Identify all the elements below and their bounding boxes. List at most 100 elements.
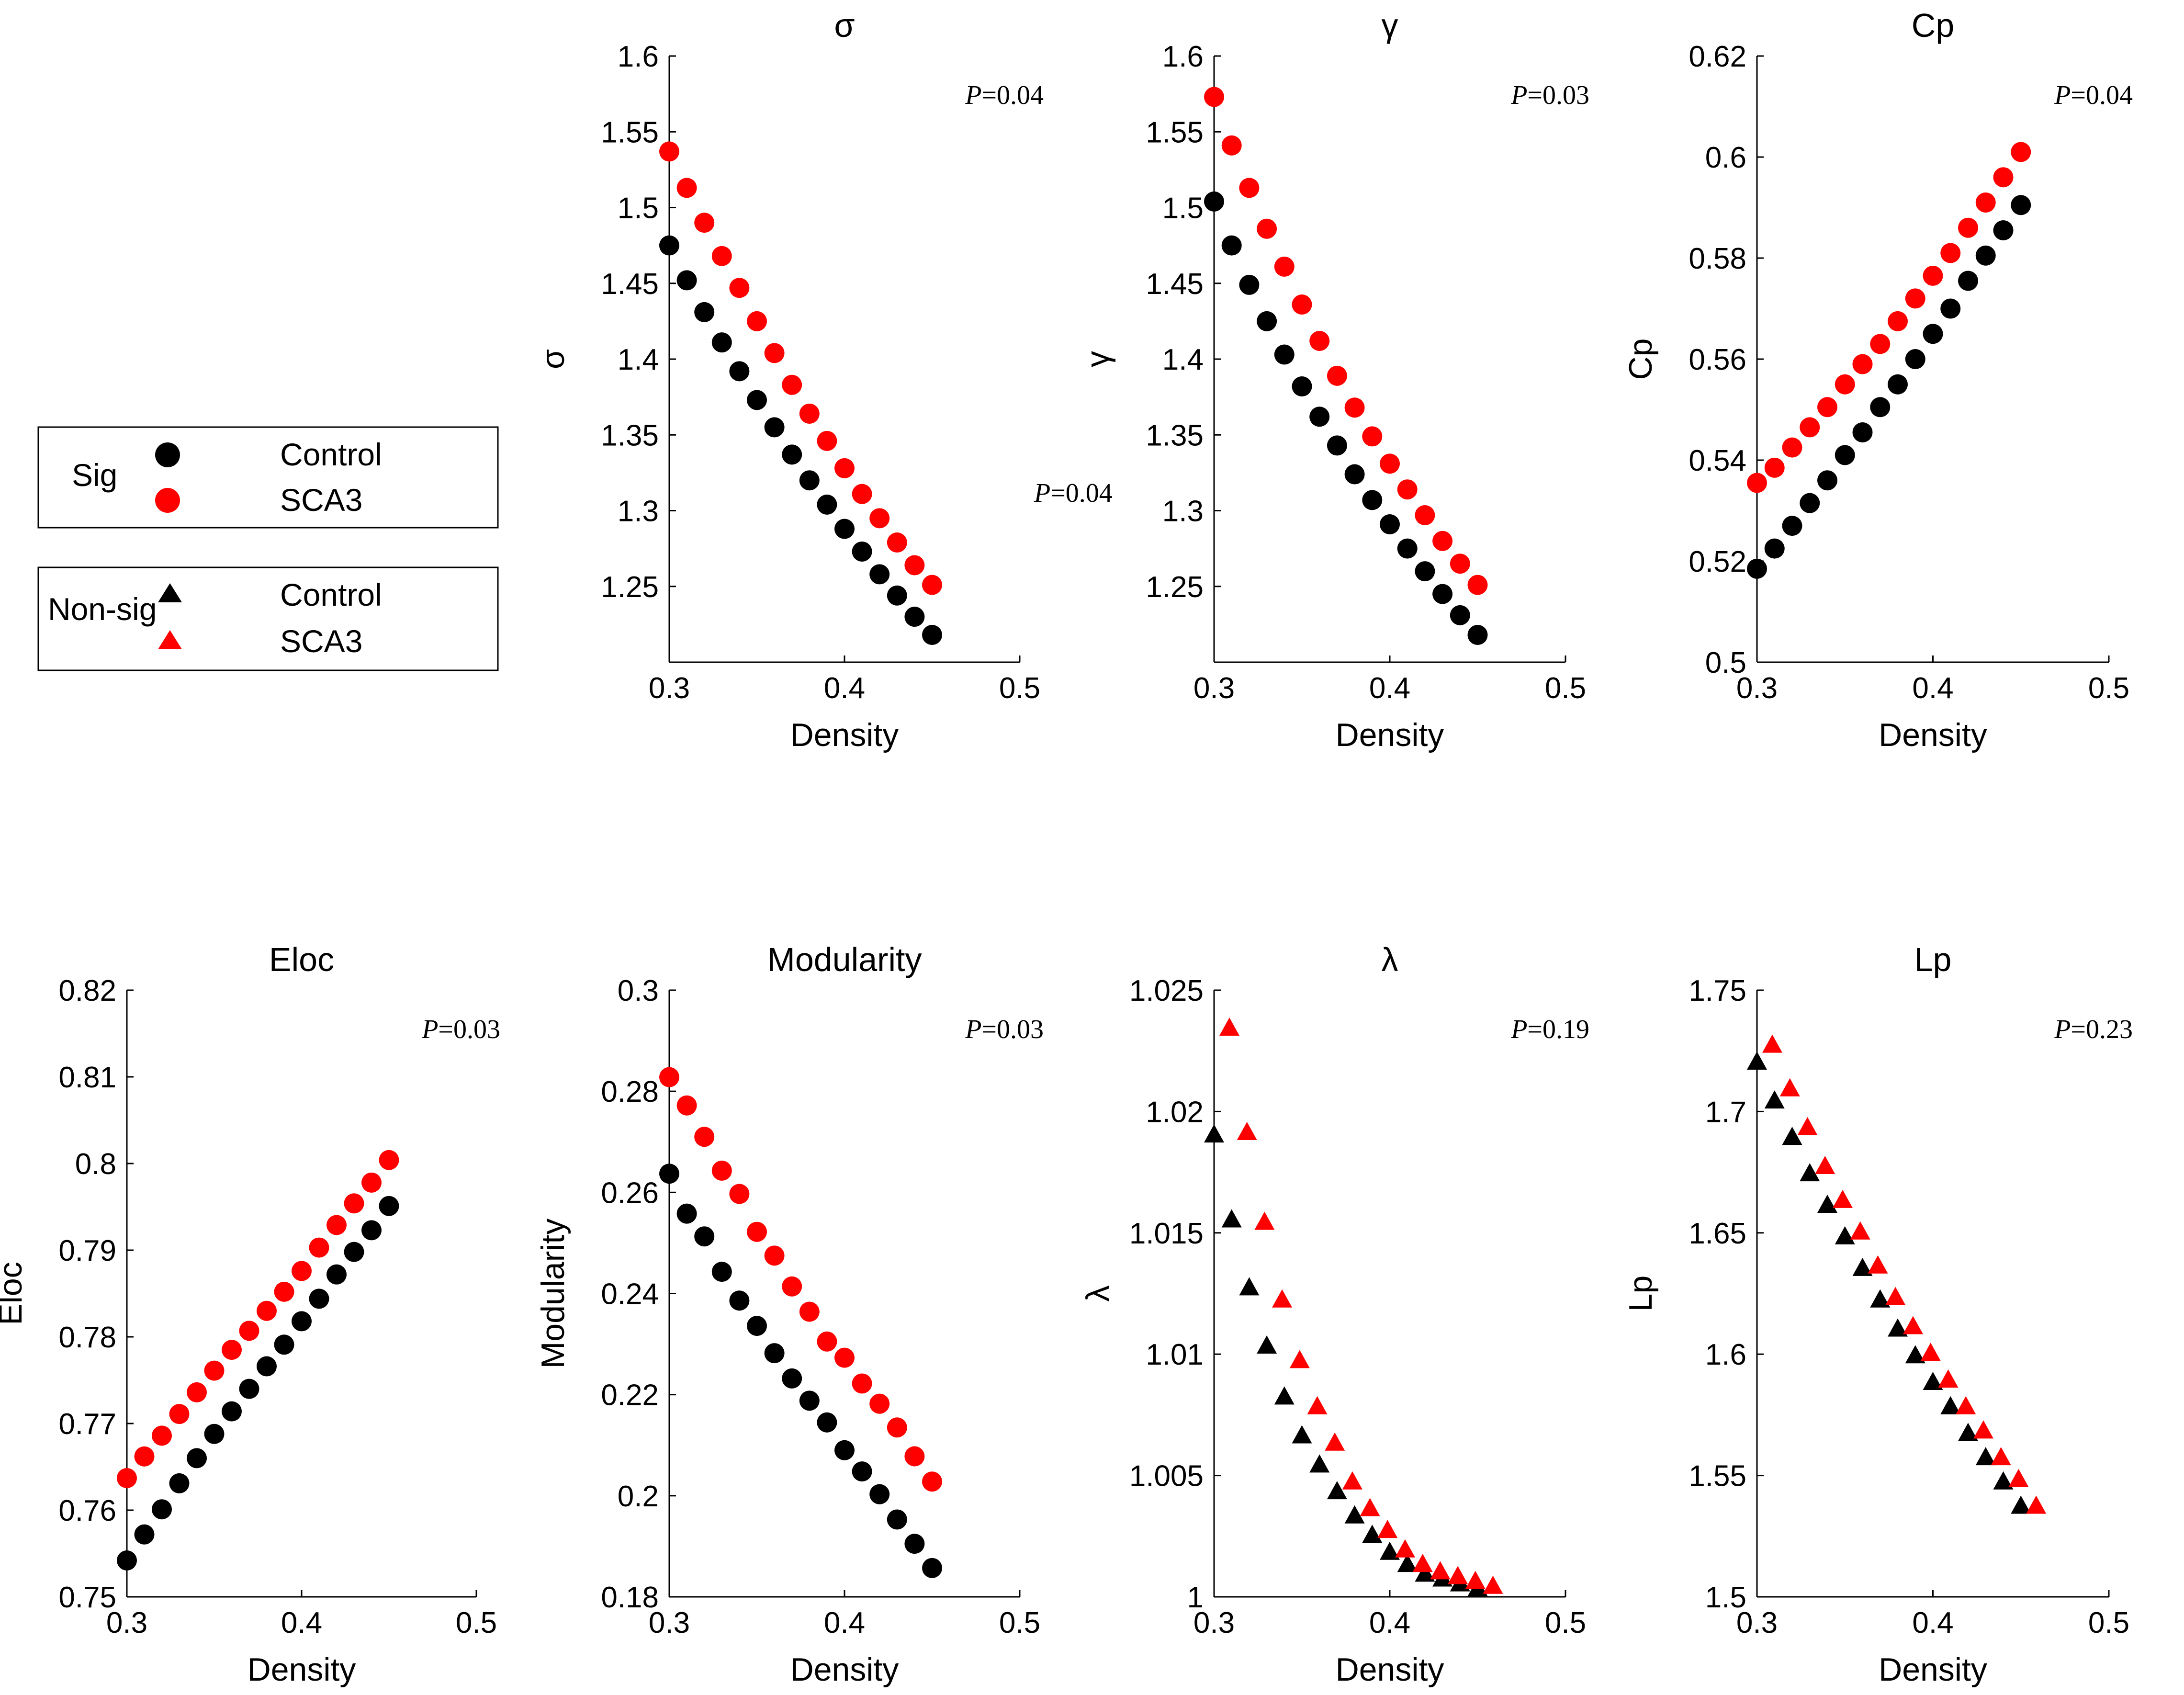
modularity-point — [676, 1203, 697, 1224]
modularity-y-tick-label: 0.3 — [618, 974, 659, 1007]
gamma-point — [1380, 453, 1400, 474]
sigma-point — [922, 625, 942, 645]
sigma-y-tick-label: 1.25 — [601, 571, 659, 604]
eloc-point — [187, 1382, 207, 1402]
sigma-point — [852, 484, 872, 504]
gamma-y-tick-label: 1.45 — [1146, 268, 1204, 301]
sigma-y-tick-label: 1.3 — [618, 495, 659, 528]
sigma-point — [817, 430, 837, 451]
eloc-point — [257, 1356, 277, 1377]
sigma-point — [799, 470, 820, 491]
stray-p-value-prefix: P — [1034, 478, 1050, 508]
sigma-p-value-prefix: P — [965, 80, 981, 110]
modularity-point — [834, 1347, 855, 1368]
lp-x-tick-label: 0.4 — [1912, 1606, 1953, 1639]
eloc-y-label: Eloc — [0, 1262, 29, 1325]
cp-series-sca3 — [1747, 142, 2031, 493]
cp-series-control — [1747, 195, 2031, 579]
lp-point — [1940, 1396, 1961, 1414]
lambda-point — [1221, 1209, 1242, 1228]
lambda-point — [1465, 1571, 1486, 1589]
eloc-point — [152, 1425, 172, 1446]
sigma-point — [711, 332, 732, 353]
lambda-point — [1377, 1520, 1398, 1538]
modularity-title: Modularity — [767, 941, 922, 978]
eloc-p-value-prefix: P — [421, 1015, 438, 1044]
lambda-point — [1325, 1432, 1345, 1451]
cp-x-tick-label: 0.5 — [2088, 672, 2129, 705]
lp-point — [1779, 1078, 1800, 1096]
sigma-point — [834, 519, 855, 539]
sigma-x-tick-label: 0.3 — [649, 672, 690, 705]
lambda-point — [1342, 1471, 1362, 1490]
lambda-y-tick-label: 1.015 — [1129, 1217, 1204, 1250]
modularity-point — [764, 1343, 785, 1364]
lambda-p-value-prefix: P — [1510, 1015, 1527, 1044]
gamma-point — [1221, 135, 1242, 156]
modularity-y-tick-label: 0.24 — [601, 1278, 659, 1311]
cp-point — [1800, 417, 1820, 438]
lambda-x-tick-label: 0.3 — [1193, 1606, 1235, 1639]
modularity-point — [694, 1127, 715, 1147]
lp-y-tick-label: 1.75 — [1689, 974, 1746, 1007]
lp-point — [2011, 1495, 2031, 1514]
lambda-x-tick-label: 0.5 — [1545, 1606, 1586, 1639]
eloc-point — [204, 1360, 225, 1381]
gamma-p-value-prefix: P — [1510, 80, 1527, 110]
lp-point — [1817, 1195, 1837, 1213]
eloc-point — [117, 1468, 137, 1489]
cp-point — [1993, 220, 2014, 240]
gamma-y-tick-label: 1.6 — [1162, 40, 1204, 73]
lp-y-tick-label: 1.55 — [1689, 1460, 1746, 1493]
lambda-p-value: P=0.19 — [1510, 1015, 1589, 1044]
sigma-point — [659, 235, 679, 256]
sigma-point — [799, 403, 820, 424]
gamma-y-tick-label: 1.3 — [1162, 495, 1204, 528]
eloc-point — [274, 1281, 294, 1302]
cp-y-tick-label: 0.6 — [1705, 141, 1746, 174]
modularity-point — [782, 1368, 802, 1389]
eloc-y-tick-label: 0.81 — [58, 1061, 116, 1094]
gamma-point — [1344, 464, 1365, 485]
modularity-point — [747, 1316, 767, 1336]
eloc-point — [204, 1424, 225, 1444]
lp-point — [1782, 1127, 1802, 1145]
sigma-point — [782, 444, 802, 465]
modularity-x-label: Density — [790, 1651, 899, 1688]
eloc-y-tick-label: 0.78 — [58, 1321, 116, 1354]
eloc-point — [379, 1150, 399, 1170]
lambda-title: λ — [1382, 941, 1398, 978]
chart-gamma: γ 1.25 1.3 1.35 1.4 1.45 1.5 1.55 1.6 0.3 0.4 0.5 De… — [1080, 7, 1589, 753]
cp-y-tick-label: 0.5 — [1705, 646, 1746, 679]
lambda-point — [1360, 1498, 1380, 1516]
legend-sig-sca3-marker — [155, 488, 180, 513]
sigma-point — [922, 575, 942, 595]
gamma-point — [1274, 256, 1295, 277]
gamma-point — [1204, 87, 1224, 107]
eloc-x-tick-label: 0.4 — [281, 1606, 322, 1639]
modularity-point — [904, 1534, 925, 1554]
modularity-point — [852, 1373, 872, 1394]
cp-point — [1817, 470, 1837, 491]
chart-lp: Lp 1.5 1.55 1.6 1.65 1.7 1.75 0.3 0.4 0.5 Density L… — [1622, 941, 2133, 1688]
modularity-y-tick-label: 0.26 — [601, 1176, 659, 1209]
stray-p-value: P=0.04 — [1034, 478, 1113, 508]
eloc-point — [239, 1321, 259, 1341]
cp-y-tick-label: 0.52 — [1689, 545, 1746, 578]
lp-point — [1833, 1189, 1853, 1208]
cp-point — [1923, 324, 1943, 344]
lp-point — [1958, 1423, 1978, 1441]
stray-p-value-text: =0.04 — [1050, 478, 1113, 508]
modularity-point — [711, 1262, 732, 1282]
lp-y-tick-label: 1.7 — [1705, 1096, 1746, 1129]
gamma-p-value: P=0.03 — [1510, 80, 1589, 110]
lp-series-sca3 — [1762, 1034, 2047, 1514]
lp-point — [1797, 1117, 1818, 1135]
lambda-point — [1448, 1566, 1468, 1584]
modularity-p-value-prefix: P — [965, 1015, 981, 1044]
eloc-point — [344, 1193, 364, 1214]
lambda-point — [1272, 1289, 1293, 1308]
sigma-point — [747, 390, 767, 410]
eloc-y-tick-label: 0.75 — [58, 1581, 116, 1614]
lambda-p-value-text: =0.19 — [1527, 1015, 1589, 1044]
